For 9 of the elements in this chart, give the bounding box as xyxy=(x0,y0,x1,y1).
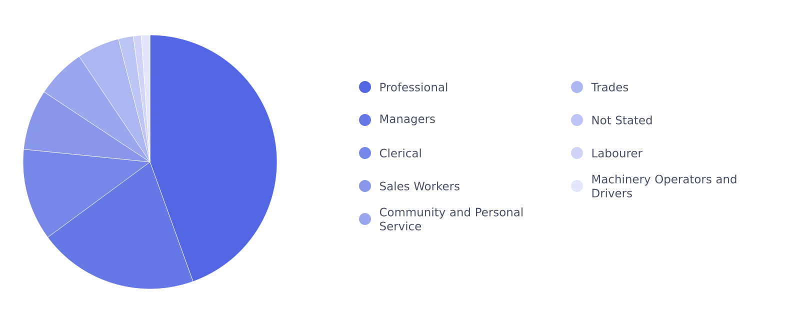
legend-label: Sales Workers xyxy=(380,182,460,190)
legend-label: Machinery Operators and Drivers xyxy=(592,174,736,198)
legend-label: Clerical xyxy=(380,148,421,158)
legend-label: Community and Personal Service xyxy=(380,208,523,230)
legend-label: Not Stated xyxy=(592,116,652,124)
legend-label: Trades xyxy=(591,82,628,92)
legend-label: Managers xyxy=(380,114,435,126)
legend-label: Labourer xyxy=(592,148,642,158)
legend-label: Professional xyxy=(380,82,448,92)
